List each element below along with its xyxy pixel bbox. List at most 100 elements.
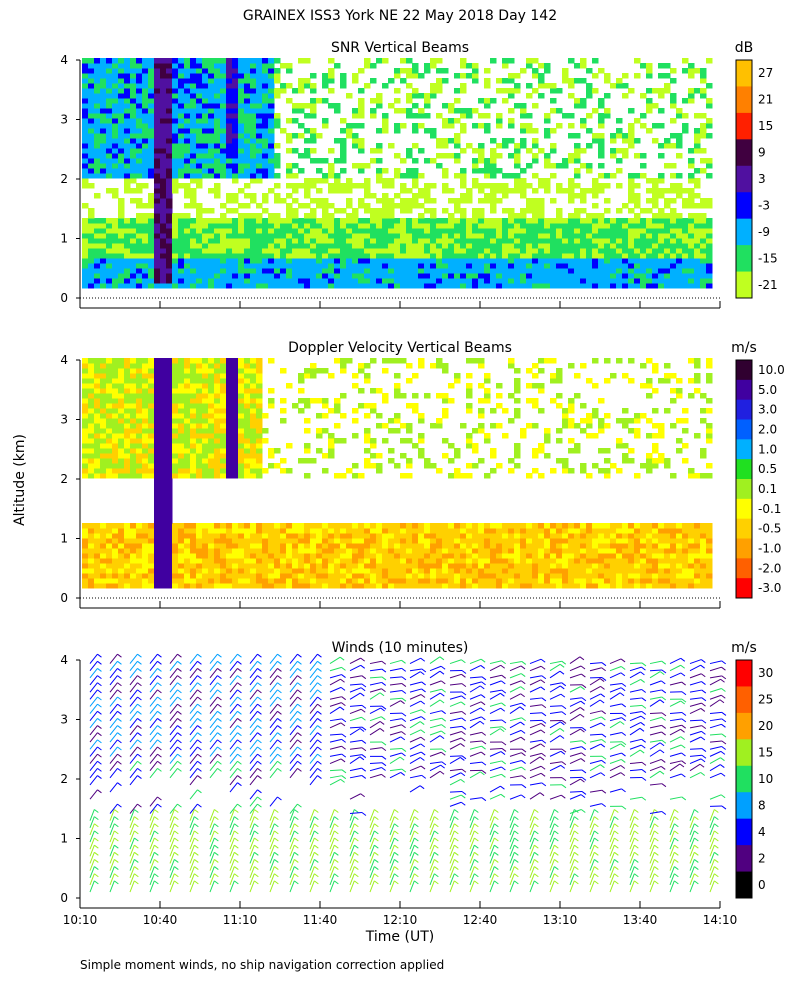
heat-cell xyxy=(262,278,269,284)
heat-cell xyxy=(640,538,647,544)
heat-cell xyxy=(388,213,395,219)
heat-cell xyxy=(418,278,425,284)
heat-cell xyxy=(592,278,599,284)
heat-cell xyxy=(562,278,569,284)
heat-cell xyxy=(646,283,653,289)
heat-cell xyxy=(400,538,407,544)
heat-cell xyxy=(604,458,611,464)
heat-cell xyxy=(82,63,89,69)
heat-cell xyxy=(604,533,611,539)
heat-cell xyxy=(676,143,683,149)
heat-cell xyxy=(88,473,95,479)
heat-cell xyxy=(292,163,299,169)
heat-cell xyxy=(154,243,161,249)
heat-cell xyxy=(664,243,671,249)
heat-cell xyxy=(232,118,239,124)
heat-cell xyxy=(586,573,593,579)
heat-cell xyxy=(178,173,185,179)
heat-cell xyxy=(700,93,707,99)
heat-cell xyxy=(298,583,305,589)
heat-cell xyxy=(484,128,491,134)
heat-cell xyxy=(322,213,329,219)
heat-cell xyxy=(118,448,125,454)
heat-cell xyxy=(598,123,605,129)
heat-cell xyxy=(664,138,671,144)
heat-cell xyxy=(550,558,557,564)
heat-cell xyxy=(250,253,257,259)
heat-cell xyxy=(406,198,413,204)
heat-cell xyxy=(274,463,281,469)
heat-cell xyxy=(352,228,359,234)
heat-cell xyxy=(586,93,593,99)
heat-cell xyxy=(424,268,431,274)
heat-cell xyxy=(292,148,299,154)
heat-cell xyxy=(382,278,389,284)
heat-cell xyxy=(220,133,227,139)
heat-cell xyxy=(82,533,89,539)
heat-cell xyxy=(106,553,113,559)
heat-cell xyxy=(202,243,209,249)
heat-cell xyxy=(208,538,215,544)
heat-cell xyxy=(232,258,239,264)
heat-cell xyxy=(154,488,161,494)
heat-cell xyxy=(238,458,245,464)
heat-cell xyxy=(490,58,497,64)
heat-cell xyxy=(664,558,671,564)
heat-cell xyxy=(304,523,311,529)
heat-cell xyxy=(460,583,467,589)
heat-cell xyxy=(328,148,335,154)
heat-cell xyxy=(286,278,293,284)
heat-cell xyxy=(346,283,353,289)
heat-cell xyxy=(154,88,161,94)
heat-cell xyxy=(184,213,191,219)
heat-cell xyxy=(226,98,233,104)
heat-cell xyxy=(568,568,575,574)
heat-cell xyxy=(694,548,701,554)
heat-cell xyxy=(178,143,185,149)
heat-cell xyxy=(592,523,599,529)
heat-cell xyxy=(706,243,713,249)
heat-cell xyxy=(214,73,221,79)
heat-cell xyxy=(502,278,509,284)
heat-cell xyxy=(334,533,341,539)
heat-cell xyxy=(472,283,479,289)
heat-cell xyxy=(310,578,317,584)
heat-cell xyxy=(502,523,509,529)
heat-cell xyxy=(418,248,425,254)
heat-cell xyxy=(118,258,125,264)
heat-cell xyxy=(454,203,461,209)
heat-cell xyxy=(130,238,137,244)
heat-cell xyxy=(424,228,431,234)
heat-cell xyxy=(118,213,125,219)
heat-cell xyxy=(94,448,101,454)
heat-cell xyxy=(130,448,137,454)
heat-cell xyxy=(346,178,353,184)
heat-cell xyxy=(340,528,347,534)
heat-cell xyxy=(316,558,323,564)
heat-cell xyxy=(208,548,215,554)
heat-cell xyxy=(148,203,155,209)
heat-cell xyxy=(448,458,455,464)
heat-cell xyxy=(154,493,161,499)
heat-cell xyxy=(250,233,257,239)
heat-cell xyxy=(556,558,563,564)
heat-cell xyxy=(160,213,167,219)
heat-cell xyxy=(394,583,401,589)
heat-cell xyxy=(274,88,281,94)
heat-cell xyxy=(100,543,107,549)
heat-cell xyxy=(370,78,377,84)
heat-cell xyxy=(136,578,143,584)
heat-cell xyxy=(280,83,287,89)
heat-cell xyxy=(112,193,119,199)
heat-cell xyxy=(124,543,131,549)
heat-cell xyxy=(622,538,629,544)
heat-cell xyxy=(106,218,113,224)
heat-cell xyxy=(292,243,299,249)
heat-cell xyxy=(160,153,167,159)
heat-cell xyxy=(160,108,167,114)
heat-cell xyxy=(544,188,551,194)
heat-cell xyxy=(430,93,437,99)
heat-cell xyxy=(412,568,419,574)
heat-cell xyxy=(502,578,509,584)
heat-cell xyxy=(196,93,203,99)
